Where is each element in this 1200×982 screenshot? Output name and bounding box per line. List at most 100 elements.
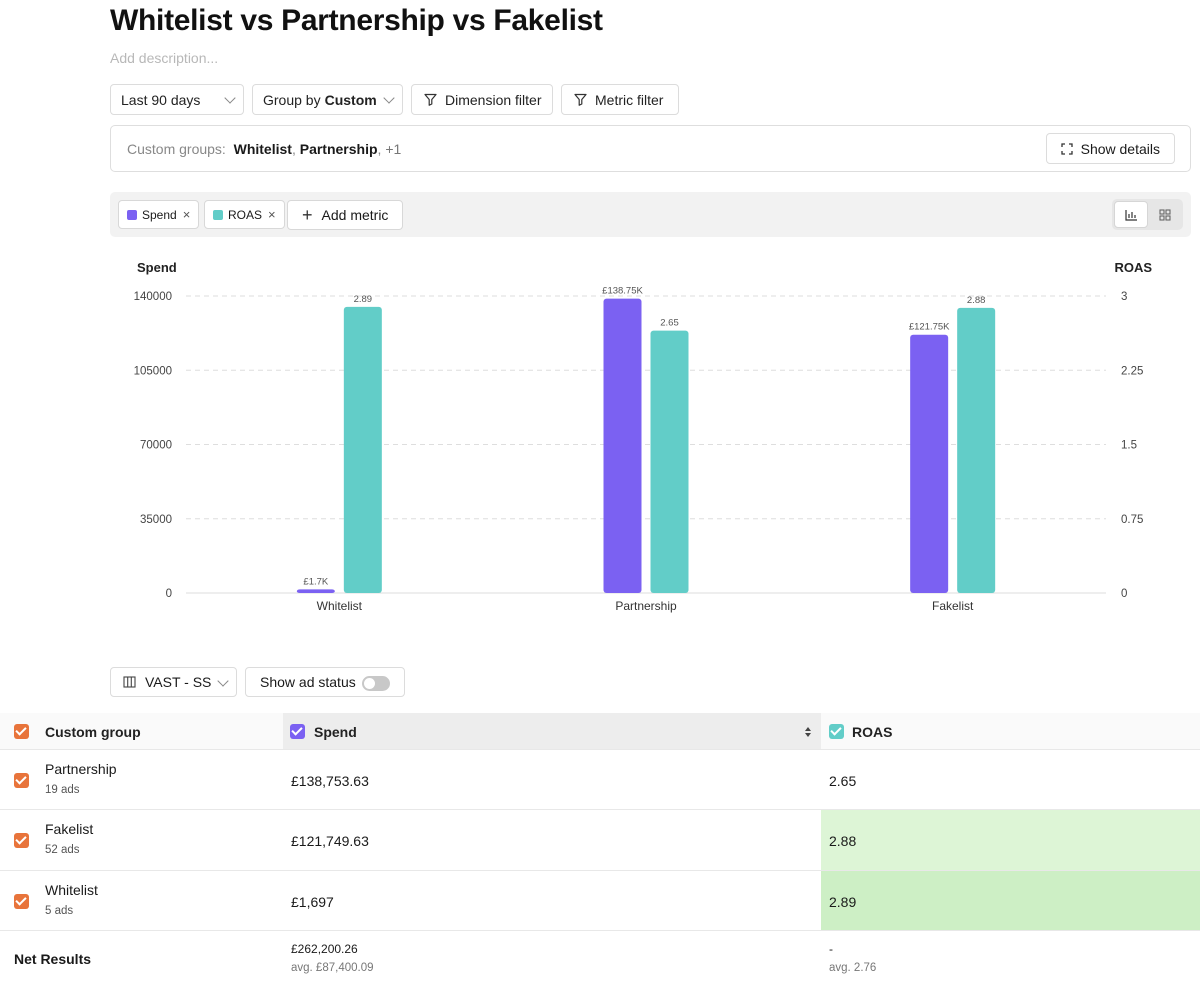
table-row[interactable]: Whitelist 5 ads £1,697 2.89 (0, 871, 1200, 931)
grid-icon (1159, 208, 1171, 221)
show-details-button[interactable]: Show details (1045, 133, 1175, 164)
custom-groups-summary: Custom groups: Whitelist, Partnership, +… (127, 141, 401, 157)
y-tick-right: 2.25 (1121, 365, 1143, 377)
spend-cell: £121,749.63 (283, 810, 821, 870)
bar-roas (957, 307, 996, 593)
date-range-dropdown[interactable]: Last 90 days (110, 84, 244, 115)
header-label: ROAS (852, 724, 893, 740)
roas-value: 2.88 (829, 833, 857, 849)
table-row[interactable]: Partnership 19 ads £138,753.63 2.65 (0, 750, 1200, 810)
ad-count: 5 ads (45, 905, 74, 917)
toggle-switch[interactable] (362, 676, 390, 691)
row-checkbox[interactable] (14, 833, 29, 848)
remove-icon[interactable]: × (182, 207, 191, 222)
bar-chart-icon (1124, 209, 1137, 221)
filter-icon (574, 93, 587, 106)
chevron-down-icon (383, 92, 395, 104)
y-tick-left: 0 (166, 588, 172, 600)
sort-icon[interactable] (804, 726, 812, 738)
y-axis-right-title: ROAS (1114, 260, 1152, 275)
columns-preset-dropdown[interactable]: VAST - SS (110, 667, 237, 697)
roas-value: 2.65 (829, 773, 857, 789)
remove-icon[interactable]: × (268, 207, 276, 222)
roas-cell: 2.89 (821, 871, 1200, 930)
header-cell-roas[interactable]: ROAS (821, 713, 1200, 749)
bar-roas (343, 306, 382, 593)
description-input[interactable]: Add description... (110, 50, 219, 66)
data-label: 2.65 (660, 318, 679, 329)
data-label: £121.75K (909, 322, 950, 333)
separator: , (291, 141, 296, 157)
group-cell: Whitelist 5 ads (0, 871, 283, 930)
roas-color-swatch (213, 209, 223, 220)
add-metric-button[interactable]: + Add metric (287, 200, 404, 230)
spend-cell: £138,753.63 (283, 750, 821, 809)
net-label-cell: Net Results (0, 931, 283, 982)
data-label: 2.89 (354, 294, 373, 305)
more-groups-count: +1 (385, 141, 402, 157)
roas-value: 2.89 (829, 894, 857, 910)
show-ad-status-toggle[interactable]: Show ad status (245, 667, 405, 697)
y-axis-left-title: Spend (137, 260, 177, 275)
custom-group-name: Whitelist (233, 141, 292, 157)
group-by-dropdown[interactable]: Group by Custom (252, 84, 403, 115)
expand-icon (1060, 143, 1073, 155)
bar-spend (603, 298, 642, 593)
bar-spend (296, 589, 335, 593)
plus-icon: + (302, 205, 313, 225)
header-cell-group[interactable]: Custom group (0, 713, 283, 749)
dimension-filter-button[interactable]: Dimension filter (411, 84, 553, 115)
data-label: £138.75K (602, 286, 643, 297)
select-all-checkbox[interactable] (14, 724, 29, 739)
chevron-down-icon (224, 92, 236, 104)
net-roas-average: avg. 2.76 (829, 962, 877, 974)
metric-chip-label: ROAS (228, 207, 263, 222)
filter-icon (424, 93, 437, 106)
metric-chip-roas[interactable]: ROAS × (204, 200, 285, 229)
custom-group-name: Partnership (299, 141, 378, 157)
net-spend-average: avg. £87,400.09 (291, 962, 374, 974)
metric-filter-label: Metric filter (595, 91, 664, 108)
spend-cell: £1,697 (283, 871, 821, 930)
ad-count: 19 ads (45, 784, 80, 796)
group-by-value: Custom (324, 91, 377, 108)
metric-chip-label: Spend (142, 207, 177, 222)
bar-spend (910, 334, 949, 593)
header-cell-spend[interactable]: Spend (283, 713, 821, 749)
y-tick-left: 140000 (134, 291, 172, 303)
metric-bar: Spend × ROAS × + Add metric (110, 192, 1191, 237)
spend-roas-bar-chart: Spend ROAS 0 0 35000 0.75 70000 1.5 105000 2.25 14… (134, 260, 1153, 613)
roas-column-checkbox[interactable] (829, 724, 844, 739)
roas-cell: 2.65 (821, 750, 1200, 809)
net-roas-cell: - avg. 2.76 (821, 931, 1200, 982)
columns-icon (123, 676, 136, 688)
metric-filter-button[interactable]: Metric filter (561, 84, 679, 115)
roas-cell: 2.88 (821, 810, 1200, 870)
x-tick-label: Whitelist (317, 599, 363, 613)
group-cell: Partnership 19 ads (0, 750, 283, 809)
spend-column-checkbox[interactable] (290, 724, 305, 739)
y-tick-right: 1.5 (1121, 440, 1137, 452)
y-tick-right: 0.75 (1121, 514, 1143, 526)
spend-value: £138,753.63 (291, 773, 369, 789)
row-checkbox[interactable] (14, 894, 29, 909)
y-tick-right: 3 (1121, 291, 1127, 303)
header-label: Custom group (45, 724, 141, 740)
net-spend-cell: £262,200.26 avg. £87,400.09 (283, 931, 821, 982)
y-tick-left: 35000 (140, 514, 172, 526)
grid-view-button[interactable] (1148, 201, 1182, 228)
bar-chart-view-button[interactable] (1114, 201, 1148, 228)
net-spend-total: £262,200.26 (291, 942, 358, 956)
table-header: Custom group Spend ROAS (0, 713, 1200, 750)
table-row[interactable]: Fakelist 52 ads £121,749.63 2.88 (0, 810, 1200, 871)
bar-roas (650, 330, 689, 593)
custom-groups-label: Custom groups: (127, 141, 226, 157)
data-label: 2.88 (967, 295, 986, 306)
group-name: Partnership (45, 761, 117, 777)
row-checkbox[interactable] (14, 773, 29, 788)
page-title: Whitelist vs Partnership vs Fakelist (110, 4, 603, 37)
show-details-label: Show details (1080, 140, 1160, 157)
header-label: Spend (314, 724, 357, 740)
chevron-down-icon (217, 675, 229, 687)
metric-chip-spend[interactable]: Spend × (118, 200, 200, 229)
